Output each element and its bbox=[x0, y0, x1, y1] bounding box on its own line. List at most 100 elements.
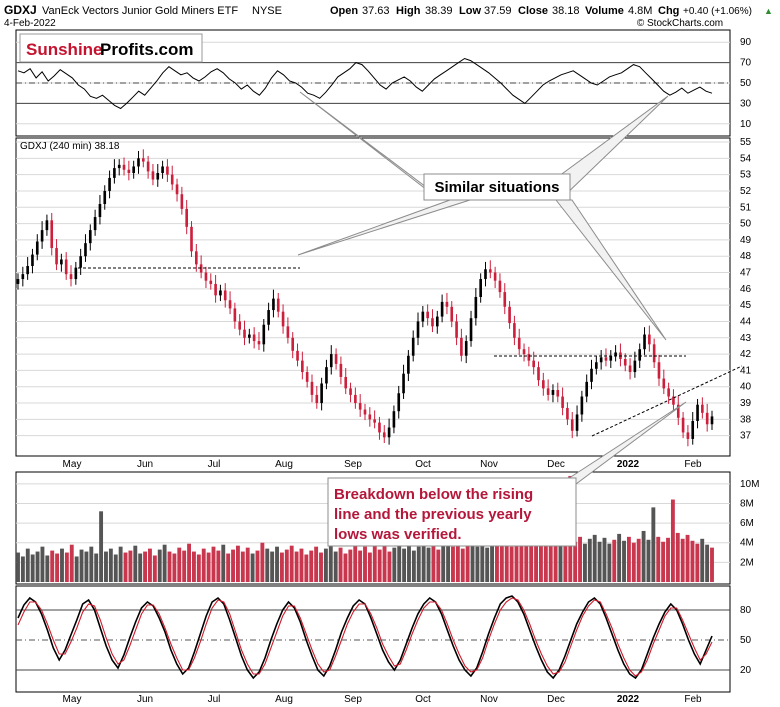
volume-bar bbox=[152, 555, 157, 582]
candle-body bbox=[195, 251, 198, 265]
price-candle bbox=[551, 384, 555, 403]
volume-bar bbox=[460, 548, 465, 582]
price-tick-label: 43 bbox=[740, 333, 752, 344]
volume-bar bbox=[495, 538, 499, 582]
volume-bar bbox=[543, 535, 548, 582]
volume-bar bbox=[255, 550, 260, 582]
volume-bar bbox=[582, 543, 587, 582]
x-axis-label: Oct bbox=[415, 459, 431, 470]
logo-box bbox=[19, 33, 203, 63]
price-candle bbox=[185, 199, 188, 235]
price-candle bbox=[166, 159, 169, 182]
candle-body bbox=[199, 264, 203, 273]
price-candle bbox=[31, 248, 34, 274]
price-candle bbox=[69, 265, 73, 287]
volume-bar bbox=[514, 542, 519, 582]
price-candle bbox=[108, 170, 111, 199]
volume-bar bbox=[441, 545, 446, 582]
candle-body bbox=[411, 337, 415, 356]
volume-bar bbox=[323, 548, 328, 582]
price-candle bbox=[440, 294, 444, 323]
volume-bar bbox=[465, 544, 470, 582]
candle-body bbox=[117, 164, 121, 169]
candle-body bbox=[344, 376, 348, 389]
price-candle bbox=[696, 398, 699, 429]
volume-bar bbox=[69, 544, 74, 582]
candle-body bbox=[537, 367, 540, 381]
candle-body bbox=[156, 173, 160, 180]
x-axis-label: 2022 bbox=[617, 459, 640, 470]
x-axis-label: 2022 bbox=[617, 694, 640, 705]
price-candle bbox=[156, 164, 160, 187]
price-candle bbox=[84, 234, 87, 262]
volume-bar bbox=[607, 543, 612, 582]
volume-bar bbox=[622, 540, 626, 582]
callout-pointer-rsi-left bbox=[299, 91, 441, 201]
candle-body bbox=[392, 411, 396, 428]
volume-bar bbox=[226, 553, 231, 582]
price-candle bbox=[628, 358, 632, 380]
high-value: 38.39 bbox=[425, 5, 453, 17]
price-candle bbox=[286, 317, 290, 344]
price-candle bbox=[387, 418, 391, 445]
price-candle bbox=[60, 253, 63, 272]
volume-bar bbox=[382, 545, 387, 582]
volume-bar bbox=[377, 549, 382, 582]
volume-bar bbox=[235, 545, 240, 582]
candle-body bbox=[170, 174, 174, 185]
volume-bar bbox=[455, 542, 460, 582]
price-candle bbox=[50, 212, 54, 256]
candle-body bbox=[166, 166, 169, 175]
volume-bar bbox=[626, 536, 631, 582]
candle-body bbox=[435, 316, 439, 327]
volume-bar bbox=[343, 553, 348, 582]
price-candle bbox=[392, 405, 396, 434]
price-candle bbox=[209, 273, 213, 290]
callout-pointer-price-right bbox=[554, 199, 667, 341]
candle-body bbox=[45, 220, 49, 231]
price-candle bbox=[334, 348, 338, 370]
volume-bar bbox=[279, 552, 284, 582]
volume-bar bbox=[602, 537, 607, 582]
volume-bar bbox=[587, 538, 592, 582]
volume-bar bbox=[79, 549, 84, 582]
rsi-tick-label: 50 bbox=[740, 78, 752, 89]
price-candle bbox=[363, 403, 367, 421]
breakdown-callout: Breakdown below the rising line and the … bbox=[327, 401, 687, 547]
candle-body bbox=[382, 432, 386, 438]
candle-body bbox=[431, 318, 434, 327]
price-candle bbox=[228, 291, 232, 315]
volume-value: 4.8M bbox=[628, 5, 652, 17]
volume-label: Volume bbox=[585, 5, 624, 17]
price-candle bbox=[276, 292, 280, 318]
candle-body bbox=[643, 334, 646, 350]
price-candle bbox=[137, 150, 140, 174]
price-tick-label: 50 bbox=[740, 219, 752, 230]
price-candle bbox=[609, 350, 613, 368]
volume-bar bbox=[50, 550, 55, 582]
price-candle bbox=[397, 385, 401, 419]
candle-body bbox=[402, 373, 405, 394]
volume-bar bbox=[16, 552, 20, 582]
candle-body bbox=[60, 259, 63, 265]
price-candle bbox=[657, 354, 661, 386]
price-candle bbox=[599, 350, 603, 370]
volume-bar bbox=[666, 537, 670, 582]
price-candle bbox=[580, 390, 584, 422]
price-candle bbox=[141, 149, 145, 168]
volume-bar bbox=[118, 546, 123, 582]
x-axis-label: Jul bbox=[208, 459, 221, 470]
volume-bar bbox=[499, 544, 504, 582]
candle-body bbox=[556, 390, 560, 397]
x-axis-label: Jun bbox=[137, 459, 153, 470]
price-tick-label: 37 bbox=[740, 431, 752, 442]
volume-bar bbox=[490, 543, 495, 582]
volume-bar bbox=[240, 551, 245, 582]
candle-body bbox=[542, 380, 545, 389]
price-tick-label: 47 bbox=[740, 268, 752, 279]
price-candle bbox=[503, 283, 507, 315]
volume-bar bbox=[148, 548, 152, 582]
volume-bar bbox=[411, 550, 416, 582]
candle-body bbox=[21, 274, 25, 280]
volume-bar bbox=[485, 547, 490, 582]
